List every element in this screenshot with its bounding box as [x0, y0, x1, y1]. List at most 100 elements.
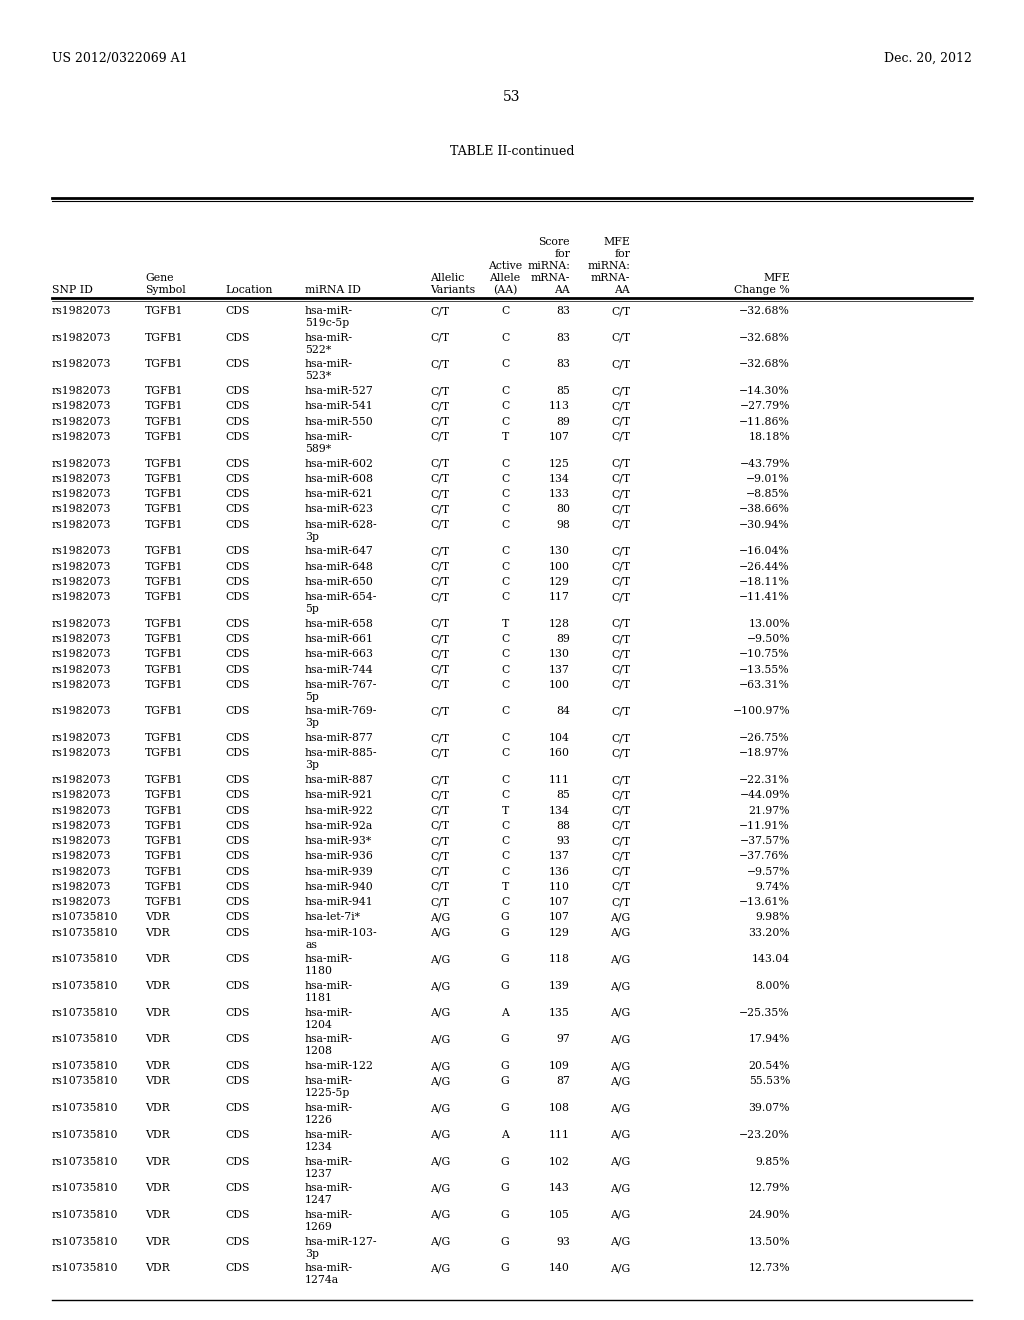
Text: hsa-miR-621: hsa-miR-621 [305, 490, 374, 499]
Text: C/T: C/T [611, 898, 630, 907]
Text: 129: 129 [549, 928, 570, 937]
Text: CDS: CDS [225, 474, 250, 484]
Text: hsa-miR-122: hsa-miR-122 [305, 1061, 374, 1071]
Text: 89: 89 [556, 417, 570, 426]
Text: T: T [502, 619, 509, 628]
Text: TGFB1: TGFB1 [145, 867, 183, 876]
Text: CDS: CDS [225, 401, 250, 412]
Text: C/T: C/T [430, 634, 450, 644]
Text: 84: 84 [556, 706, 570, 717]
Text: A/G: A/G [430, 954, 451, 965]
Text: 125: 125 [549, 458, 570, 469]
Text: rs1982073: rs1982073 [52, 593, 112, 602]
Text: CDS: CDS [225, 458, 250, 469]
Text: A/G: A/G [430, 1263, 451, 1274]
Text: G: G [501, 1076, 509, 1086]
Text: rs10735810: rs10735810 [52, 1061, 119, 1071]
Text: CDS: CDS [225, 882, 250, 892]
Text: 93: 93 [556, 836, 570, 846]
Text: CDS: CDS [225, 954, 250, 965]
Text: G: G [501, 1104, 509, 1113]
Text: C: C [501, 561, 509, 572]
Text: G: G [501, 1035, 509, 1044]
Text: −18.97%: −18.97% [739, 748, 790, 759]
Text: C/T: C/T [611, 664, 630, 675]
Text: G: G [501, 1237, 509, 1246]
Text: C/T: C/T [430, 867, 450, 876]
Text: 130: 130 [549, 546, 570, 556]
Text: rs1982073: rs1982073 [52, 520, 112, 529]
Text: rs10735810: rs10735810 [52, 1183, 119, 1193]
Text: rs1982073: rs1982073 [52, 577, 112, 587]
Text: C/T: C/T [430, 432, 450, 442]
Text: TGFB1: TGFB1 [145, 664, 183, 675]
Text: −30.94%: −30.94% [739, 520, 790, 529]
Text: C: C [501, 748, 509, 759]
Text: Dec. 20, 2012: Dec. 20, 2012 [884, 51, 972, 65]
Text: C/T: C/T [611, 561, 630, 572]
Text: rs1982073: rs1982073 [52, 748, 112, 759]
Text: CDS: CDS [225, 851, 250, 862]
Text: CDS: CDS [225, 867, 250, 876]
Text: 53: 53 [503, 90, 521, 104]
Text: −13.55%: −13.55% [739, 664, 790, 675]
Text: 139: 139 [549, 981, 570, 991]
Text: CDS: CDS [225, 1130, 250, 1139]
Text: hsa-miR-
522*: hsa-miR- 522* [305, 333, 353, 355]
Text: A/G: A/G [609, 1104, 630, 1113]
Text: 134: 134 [549, 474, 570, 484]
Text: C/T: C/T [611, 504, 630, 515]
Text: 143.04: 143.04 [752, 954, 790, 965]
Text: −37.57%: −37.57% [739, 836, 790, 846]
Text: CDS: CDS [225, 1210, 250, 1220]
Text: C/T: C/T [611, 333, 630, 343]
Text: C/T: C/T [611, 490, 630, 499]
Text: VDR: VDR [145, 1035, 170, 1044]
Text: C/T: C/T [430, 458, 450, 469]
Text: C: C [501, 821, 509, 830]
Text: T: T [502, 432, 509, 442]
Text: TGFB1: TGFB1 [145, 898, 183, 907]
Text: Active
Allele
(AA): Active Allele (AA) [488, 260, 522, 294]
Text: 107: 107 [549, 912, 570, 923]
Text: C/T: C/T [611, 733, 630, 743]
Text: C/T: C/T [430, 474, 450, 484]
Text: CDS: CDS [225, 432, 250, 442]
Text: rs10735810: rs10735810 [52, 928, 119, 937]
Text: 83: 83 [556, 333, 570, 343]
Text: hsa-miR-602: hsa-miR-602 [305, 458, 374, 469]
Text: TGFB1: TGFB1 [145, 474, 183, 484]
Text: 9.98%: 9.98% [756, 912, 790, 923]
Text: rs10735810: rs10735810 [52, 1104, 119, 1113]
Text: C/T: C/T [430, 490, 450, 499]
Text: rs1982073: rs1982073 [52, 546, 112, 556]
Text: rs1982073: rs1982073 [52, 306, 112, 315]
Text: CDS: CDS [225, 1007, 250, 1018]
Text: C/T: C/T [611, 401, 630, 412]
Text: TGFB1: TGFB1 [145, 593, 183, 602]
Text: 137: 137 [549, 664, 570, 675]
Text: hsa-miR-103-
as: hsa-miR-103- as [305, 928, 378, 949]
Text: hsa-miR-648: hsa-miR-648 [305, 561, 374, 572]
Text: hsa-miR-767-
5p: hsa-miR-767- 5p [305, 680, 378, 702]
Text: hsa-miR-650: hsa-miR-650 [305, 577, 374, 587]
Text: C/T: C/T [611, 385, 630, 396]
Text: C: C [501, 306, 509, 315]
Text: T: T [502, 805, 509, 816]
Text: 18.18%: 18.18% [749, 432, 790, 442]
Text: 33.20%: 33.20% [749, 928, 790, 937]
Text: 111: 111 [549, 1130, 570, 1139]
Text: 135: 135 [549, 1007, 570, 1018]
Text: hsa-miR-
523*: hsa-miR- 523* [305, 359, 353, 381]
Text: TGFB1: TGFB1 [145, 432, 183, 442]
Text: rs1982073: rs1982073 [52, 385, 112, 396]
Text: C/T: C/T [430, 649, 450, 659]
Text: 113: 113 [549, 401, 570, 412]
Text: CDS: CDS [225, 306, 250, 315]
Text: G: G [501, 1183, 509, 1193]
Text: Score
for
miRNA:
mRNA-
AA: Score for miRNA: mRNA- AA [527, 238, 570, 294]
Text: hsa-miR-
519c-5p: hsa-miR- 519c-5p [305, 306, 353, 327]
Text: 136: 136 [549, 867, 570, 876]
Text: CDS: CDS [225, 706, 250, 717]
Text: C: C [501, 775, 509, 785]
